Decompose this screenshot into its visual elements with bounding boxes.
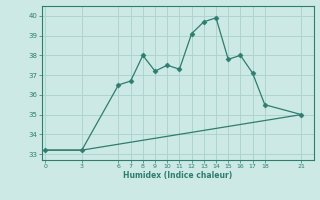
X-axis label: Humidex (Indice chaleur): Humidex (Indice chaleur) [123, 171, 232, 180]
